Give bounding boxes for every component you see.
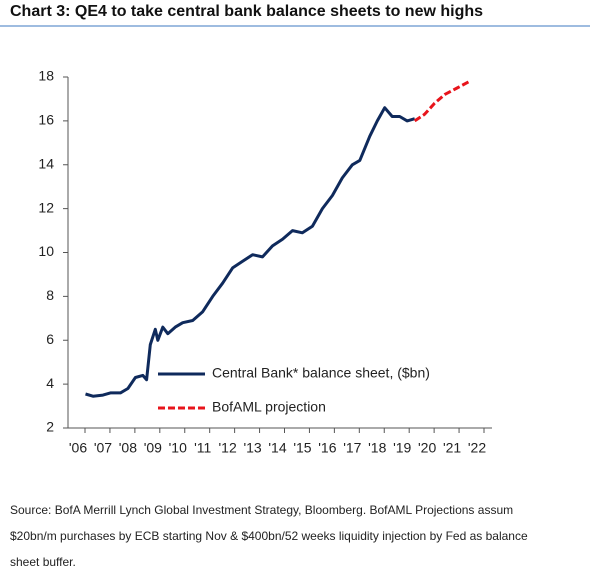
x-tick-label: '18 — [368, 440, 386, 456]
x-tick-label: '13 — [243, 440, 261, 456]
x-tick-label: '15 — [293, 440, 311, 456]
y-tick-label: 10 — [38, 243, 54, 259]
y-tick-label: 2 — [46, 419, 54, 435]
y-tick-label: 14 — [38, 155, 54, 171]
chart-title: Chart 3: QE4 to take central bank balanc… — [10, 3, 483, 20]
y-tick-label: 6 — [46, 331, 54, 347]
x-tick-label: '06 — [69, 440, 87, 456]
x-tick-label: '10 — [169, 440, 187, 456]
x-tick-label: '11 — [194, 440, 211, 456]
x-tick-label: '20 — [418, 440, 436, 456]
chart: Chart 3: QE4 to take central bank balanc… — [0, 3, 590, 456]
x-tick-label: '16 — [318, 440, 336, 456]
x-tick-label: '19 — [393, 440, 411, 456]
x-tick-label: '21 — [443, 440, 461, 456]
y-tick-label: 8 — [46, 287, 54, 303]
x-tick-label: '14 — [268, 440, 286, 456]
series-line — [85, 106, 416, 398]
source-note: Source: BofA Merrill Lynch Global Invest… — [10, 503, 528, 569]
legend-label: Central Bank* balance sheet, ($bn) — [212, 365, 430, 381]
y-tick-label: 12 — [38, 199, 54, 215]
y-tick-label: 4 — [46, 375, 54, 391]
y-tick-label: 18 — [38, 68, 54, 84]
legend-label: BofAML projection — [212, 399, 326, 415]
x-tick-label: '17 — [343, 440, 361, 456]
x-tick-label: '07 — [94, 440, 112, 456]
series-line — [413, 80, 471, 123]
x-tick-label: '12 — [219, 440, 237, 456]
y-tick-label: 16 — [38, 112, 54, 128]
x-tick-label: '09 — [144, 440, 162, 456]
x-tick-label: '08 — [119, 440, 137, 456]
x-tick-label: '22 — [468, 440, 486, 456]
